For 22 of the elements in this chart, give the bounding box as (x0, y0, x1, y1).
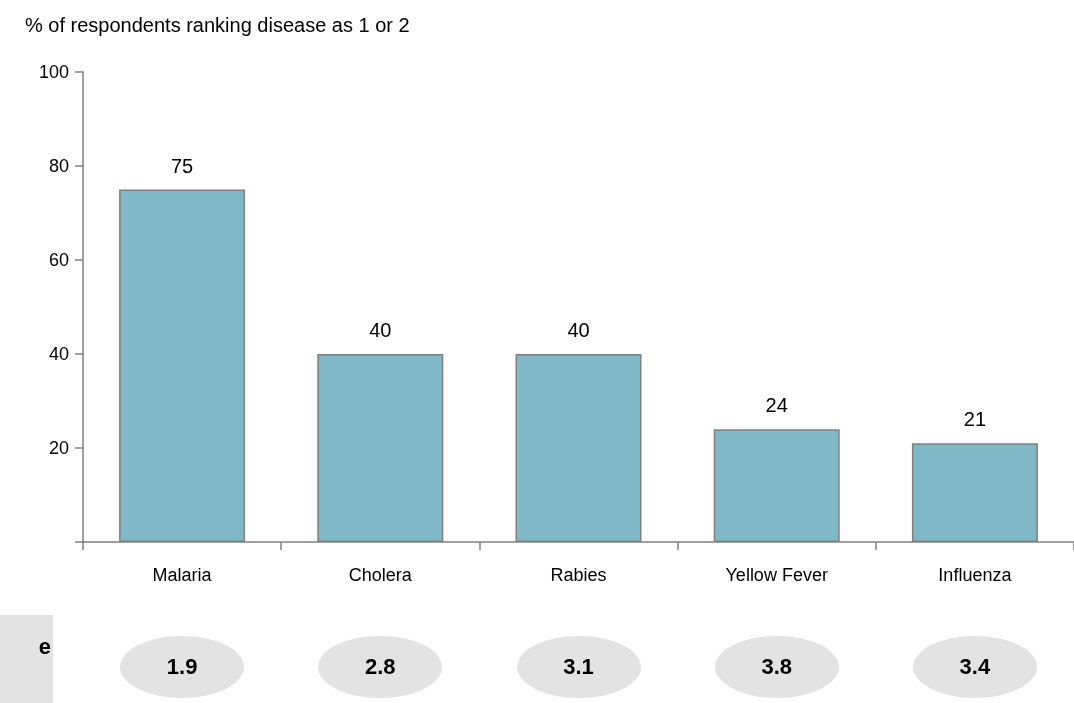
text: 3.4 (912, 636, 1037, 698)
chart-title: % of respondents ranking disease as 1 or 2 (25, 14, 410, 36)
y-tick-label: 80 (48, 156, 69, 176)
x-tick-label: Rabies (550, 565, 607, 585)
y-tick-label: 20 (48, 438, 69, 458)
data-label: 40 (369, 319, 392, 341)
text: 2.8 (318, 636, 443, 698)
text: 1.9 (120, 636, 245, 698)
y-tick-label: 60 (48, 250, 69, 270)
y-tick-label: 100 (38, 62, 69, 82)
x-tick-label: Influenza (938, 565, 1013, 585)
text: e (38, 634, 51, 660)
text: 3.1 (516, 636, 641, 698)
x-tick-label: Cholera (348, 565, 413, 585)
data-label: 40 (567, 319, 590, 341)
x-tick-label: Yellow Fever (725, 565, 828, 585)
data-label: 24 (765, 394, 788, 417)
data-label: 21 (963, 408, 987, 431)
text: 3.8 (714, 636, 839, 698)
x-tick-label: Malaria (152, 565, 213, 585)
y-tick-label: 40 (48, 344, 69, 364)
data-label: 75 (170, 154, 194, 177)
